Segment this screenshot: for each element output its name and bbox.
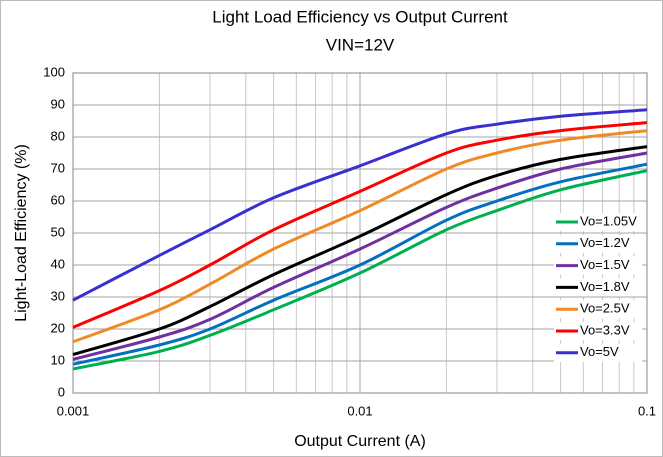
- legend-bg: [554, 322, 642, 340]
- y-axis-title: Light-Load Efficiency (%): [13, 144, 30, 322]
- legend-label: Vo=3.3V: [580, 322, 630, 337]
- x-tick-label: 0.01: [347, 403, 372, 418]
- legend-bg: [554, 213, 642, 231]
- y-tick-label: 70: [51, 160, 65, 175]
- series-line: [72, 169, 648, 371]
- y-tick-label: 40: [51, 256, 65, 271]
- y-tick-label: 60: [51, 192, 65, 207]
- series-line: [72, 151, 648, 361]
- x-tick-label: 0.1: [638, 403, 656, 418]
- series-line: [72, 108, 648, 302]
- legend-bg: [554, 234, 642, 253]
- legend-bg: [554, 278, 642, 297]
- y-tick-label: 10: [51, 352, 65, 367]
- y-tick-label: 50: [51, 224, 65, 239]
- legend-label: Vo=1.05V: [580, 213, 637, 228]
- legend-label: Vo=1.2V: [580, 235, 630, 250]
- legend-label: Vo=1.5V: [580, 257, 630, 272]
- y-tick-label: 80: [51, 128, 65, 143]
- y-tick-label: 20: [51, 320, 65, 335]
- series-line: [72, 129, 648, 344]
- series-line: [72, 162, 648, 366]
- chart-title: Light Load Efficiency vs Output Current: [212, 7, 508, 26]
- legend-bg: [554, 343, 642, 362]
- series-line: [72, 121, 648, 329]
- y-tick-label: 90: [51, 96, 65, 111]
- legend-label: Vo=1.8V: [580, 279, 630, 294]
- chart-subtitle: VIN=12V: [326, 35, 395, 54]
- y-tick-label: 100: [43, 64, 65, 79]
- legend-label: Vo=2.5V: [580, 301, 630, 316]
- y-tick-label: 0: [58, 384, 65, 399]
- x-axis-title: Output Current (A): [294, 433, 426, 450]
- plot-frame: [72, 72, 648, 394]
- series-line: [72, 145, 648, 357]
- legend-bg: [554, 256, 642, 275]
- legend-label: Vo=5V: [580, 344, 619, 359]
- x-tick-label: 0.001: [57, 403, 90, 418]
- y-tick-label: 30: [51, 288, 65, 303]
- legend-bg: [554, 300, 642, 319]
